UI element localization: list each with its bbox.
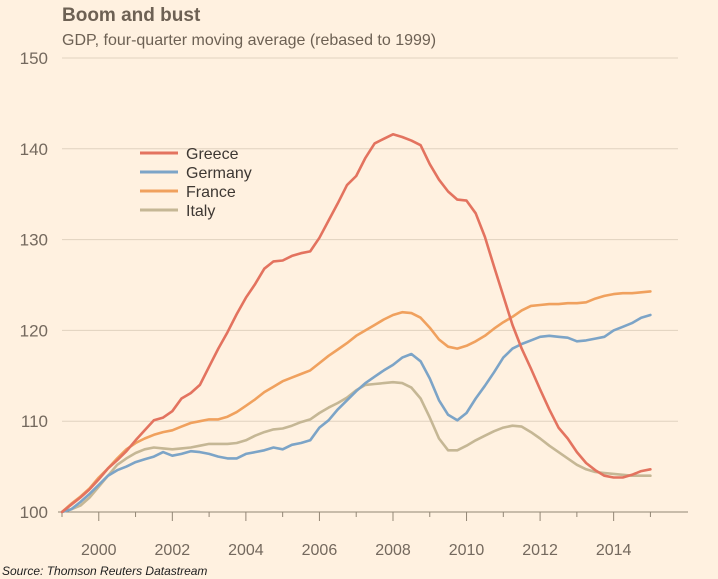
y-tick-label-130: 130: [20, 231, 48, 250]
legend-label-germany: Germany: [186, 165, 252, 182]
x-tick-label-2012: 2012: [522, 542, 558, 559]
y-tick-label-120: 120: [20, 321, 48, 340]
x-tick-label-2014: 2014: [596, 542, 632, 559]
x-tick-label-2010: 2010: [449, 542, 485, 559]
series-line-germany: [60, 313, 652, 514]
y-tick-label-140: 140: [20, 140, 48, 159]
series-line-greece: [60, 133, 652, 514]
x-tick-label-2006: 2006: [302, 542, 338, 559]
y-tick-label-150: 150: [20, 49, 48, 68]
legend-label-france: France: [186, 184, 236, 201]
legend-label-greece: Greece: [186, 146, 239, 163]
chart-subtitle: GDP, four-quarter moving average (rebase…: [62, 32, 436, 49]
x-tick-label-2002: 2002: [155, 542, 191, 559]
series-lines: [60, 133, 652, 514]
y-axis-ticks: 100 110 120 130 140 150: [20, 49, 48, 522]
x-axis-ticks: 2000 2002 2004 2006 2008 2010 2012 2014: [61, 512, 651, 559]
gridlines: [62, 57, 678, 422]
legend-label-italy: Italy: [186, 203, 215, 220]
legend: Greece Germany France Italy: [140, 146, 252, 220]
series-line-france: [60, 290, 652, 514]
source-note: Source: Thomson Reuters Datastream: [2, 564, 207, 578]
chart-title: Boom and bust: [62, 5, 201, 26]
series-line-italy: [60, 380, 652, 514]
x-tick-label-2004: 2004: [228, 542, 264, 559]
x-tick-label-2008: 2008: [375, 542, 411, 559]
x-tick-label-2000: 2000: [81, 542, 117, 559]
y-tick-label-110: 110: [21, 412, 48, 431]
y-tick-label-100: 100: [20, 503, 48, 522]
